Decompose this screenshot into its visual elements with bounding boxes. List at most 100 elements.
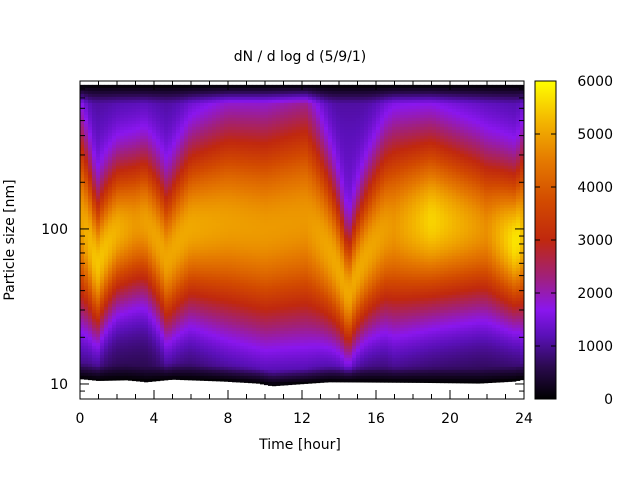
heatmap-cell [100, 214, 104, 217]
heatmap-cell [152, 187, 156, 190]
heatmap-cell [88, 106, 92, 109]
heatmap-cell [92, 226, 96, 229]
heatmap-cell [204, 280, 208, 283]
heatmap-cell [188, 250, 192, 253]
heatmap-cell [84, 325, 88, 328]
heatmap-cell [256, 235, 260, 238]
heatmap-cell [112, 343, 116, 346]
heatmap-cell [260, 247, 264, 250]
heatmap-cell [260, 121, 264, 124]
heatmap-cell [172, 271, 176, 274]
heatmap-cell [272, 139, 276, 142]
heatmap-cell [108, 226, 112, 229]
heatmap-cell [156, 103, 160, 106]
heatmap-cell [96, 94, 100, 97]
heatmap-cell [152, 205, 156, 208]
heatmap-cell [240, 148, 244, 151]
heatmap-cell [176, 199, 180, 202]
heatmap-cell [244, 349, 248, 352]
heatmap-cell [232, 295, 236, 298]
heatmap-cell [148, 367, 152, 370]
heatmap-cell [256, 250, 260, 253]
heatmap-cell [236, 265, 240, 268]
heatmap-cell [112, 151, 116, 154]
heatmap-cell [204, 181, 208, 184]
heatmap-cell [256, 301, 260, 304]
heatmap-cell [176, 91, 180, 94]
heatmap-cell [116, 373, 120, 376]
heatmap-cell [180, 202, 184, 205]
heatmap-cell [248, 325, 252, 328]
heatmap-cell [188, 301, 192, 304]
heatmap-cell [256, 136, 260, 139]
heatmap-cell [212, 184, 216, 187]
heatmap-cell [240, 85, 244, 88]
heatmap-cell [140, 295, 144, 298]
heatmap-cell [216, 322, 220, 325]
heatmap-cell [196, 106, 200, 109]
heatmap-cell [224, 328, 228, 331]
heatmap-cell [268, 292, 272, 295]
heatmap-cell [160, 262, 164, 265]
heatmap-cell [108, 373, 112, 376]
heatmap-cell [116, 232, 120, 235]
heatmap-cell [252, 196, 256, 199]
heatmap-cell [164, 181, 168, 184]
heatmap-cell [196, 379, 200, 381]
heatmap-cell [88, 88, 92, 91]
heatmap-cell [236, 235, 240, 238]
heatmap-cell [148, 142, 152, 145]
heatmap-cell [140, 370, 144, 373]
heatmap-cell [120, 166, 124, 169]
heatmap-cell [124, 364, 128, 367]
heatmap-cell [104, 364, 108, 367]
heatmap-cell [264, 154, 268, 157]
heatmap-cell [204, 148, 208, 151]
heatmap-cell [248, 244, 252, 247]
heatmap-cell [192, 175, 196, 178]
heatmap-cell [252, 115, 256, 118]
heatmap-cell [200, 196, 204, 199]
heatmap-cell [272, 361, 276, 364]
heatmap-cell [212, 154, 216, 157]
heatmap-cell [184, 94, 188, 97]
heatmap-cell [176, 313, 180, 316]
heatmap-cell [228, 259, 232, 262]
heatmap-cell [108, 151, 112, 154]
heatmap-cell [144, 325, 148, 328]
heatmap-cell [104, 289, 108, 292]
heatmap-cell [136, 271, 140, 274]
heatmap-cell [184, 241, 188, 244]
heatmap-cell [160, 250, 164, 253]
heatmap-cell [88, 319, 92, 322]
heatmap-cell [196, 154, 200, 157]
heatmap-cell [96, 97, 100, 100]
heatmap-cell [272, 379, 276, 382]
heatmap-cell [268, 283, 272, 286]
heatmap-cell [244, 337, 248, 340]
heatmap-cell [120, 199, 124, 202]
heatmap-cell [200, 193, 204, 196]
heatmap-cell [248, 262, 252, 265]
heatmap-cell [212, 106, 216, 109]
heatmap-cell [244, 259, 248, 262]
heatmap-cell [200, 205, 204, 208]
heatmap-cell [164, 130, 168, 133]
heatmap-cell [80, 283, 84, 286]
heatmap-cell [232, 334, 236, 337]
heatmap-cell [136, 109, 140, 112]
heatmap-cell [196, 211, 200, 214]
heatmap-cell [136, 295, 140, 298]
heatmap-cell [120, 235, 124, 238]
heatmap-cell [244, 271, 248, 274]
heatmap-cell [80, 340, 84, 343]
heatmap-cell [216, 346, 220, 349]
heatmap-cell [224, 229, 228, 232]
heatmap-cell [208, 247, 212, 250]
heatmap-cell [128, 268, 132, 271]
heatmap-cell [132, 151, 136, 154]
heatmap-cell [92, 184, 96, 187]
heatmap-cell [216, 193, 220, 196]
heatmap-cell [160, 238, 164, 241]
heatmap-cell [216, 295, 220, 298]
